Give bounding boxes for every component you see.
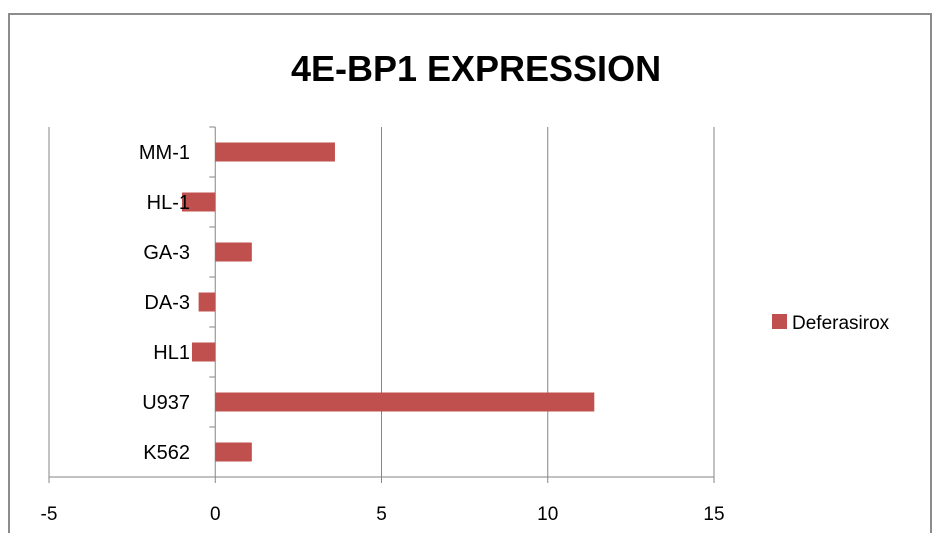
category-labels: MM-1 HL-1 GA-3 DA-3 HL1 U937 K562 <box>139 142 190 464</box>
bars <box>182 142 595 462</box>
x-tick-label-2: 5 <box>376 504 387 525</box>
legend: Deferasirox <box>772 313 890 334</box>
x-tick-label-3: 10 <box>537 504 558 525</box>
bar-hl-1 <box>182 192 216 212</box>
bar-mm-1 <box>215 142 335 162</box>
chart-title: 4E-BP1 EXPRESSION <box>291 48 661 89</box>
bar-hl1 <box>191 342 216 362</box>
x-tick-label-1: 0 <box>210 504 221 525</box>
bar-u937 <box>215 392 595 412</box>
x-tick-label-4: 15 <box>703 504 724 525</box>
bar-da-3 <box>198 292 216 312</box>
category-label-ga-3: GA-3 <box>143 242 190 264</box>
chart-frame <box>8 13 932 533</box>
category-label-mm-1: MM-1 <box>139 142 190 164</box>
bar-ga-3 <box>215 242 252 262</box>
category-label-hl1: HL1 <box>153 342 190 364</box>
grid <box>48 126 715 483</box>
category-label-k562: K562 <box>143 442 190 464</box>
x-tick-labels: -5 0 5 10 15 <box>41 504 725 525</box>
x-tick-label-0: -5 <box>41 504 58 525</box>
category-label-u937: U937 <box>142 392 190 414</box>
bar-k562 <box>215 442 252 462</box>
category-label-hl-1: HL-1 <box>147 192 190 214</box>
category-label-da-3: DA-3 <box>144 292 190 314</box>
legend-swatch-deferasirox <box>772 314 787 329</box>
legend-label-deferasirox: Deferasirox <box>792 313 890 334</box>
